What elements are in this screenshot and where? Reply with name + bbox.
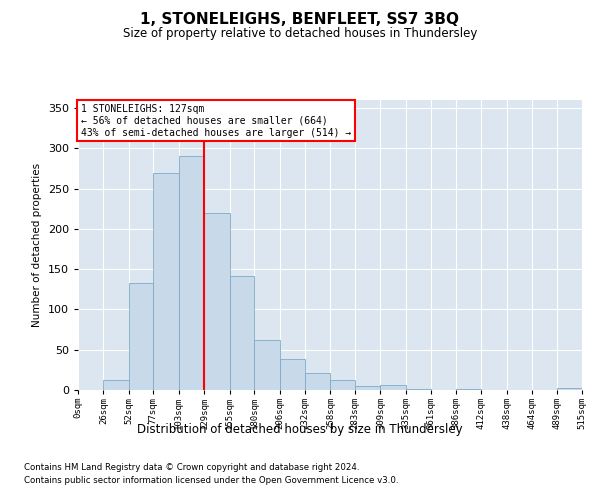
Bar <box>103 380 129 390</box>
Bar <box>179 156 204 390</box>
Bar <box>557 388 582 390</box>
Bar <box>456 389 481 390</box>
Bar <box>280 358 305 390</box>
Text: Contains public sector information licensed under the Open Government Licence v3: Contains public sector information licen… <box>24 476 398 485</box>
Bar <box>380 385 406 390</box>
Text: 1, STONELEIGHS, BENFLEET, SS7 3BQ: 1, STONELEIGHS, BENFLEET, SS7 3BQ <box>140 12 460 28</box>
Bar <box>331 380 355 390</box>
Text: Size of property relative to detached houses in Thundersley: Size of property relative to detached ho… <box>123 28 477 40</box>
Text: Distribution of detached houses by size in Thundersley: Distribution of detached houses by size … <box>137 422 463 436</box>
Bar <box>154 172 179 390</box>
Text: Contains HM Land Registry data © Crown copyright and database right 2024.: Contains HM Land Registry data © Crown c… <box>24 464 359 472</box>
Bar <box>406 389 431 390</box>
Y-axis label: Number of detached properties: Number of detached properties <box>32 163 42 327</box>
Bar <box>254 340 280 390</box>
Bar <box>305 373 331 390</box>
Text: 1 STONELEIGHS: 127sqm
← 56% of detached houses are smaller (664)
43% of semi-det: 1 STONELEIGHS: 127sqm ← 56% of detached … <box>80 104 351 138</box>
Bar <box>129 283 154 390</box>
Bar <box>230 276 254 390</box>
Bar <box>355 386 380 390</box>
Bar <box>204 213 230 390</box>
